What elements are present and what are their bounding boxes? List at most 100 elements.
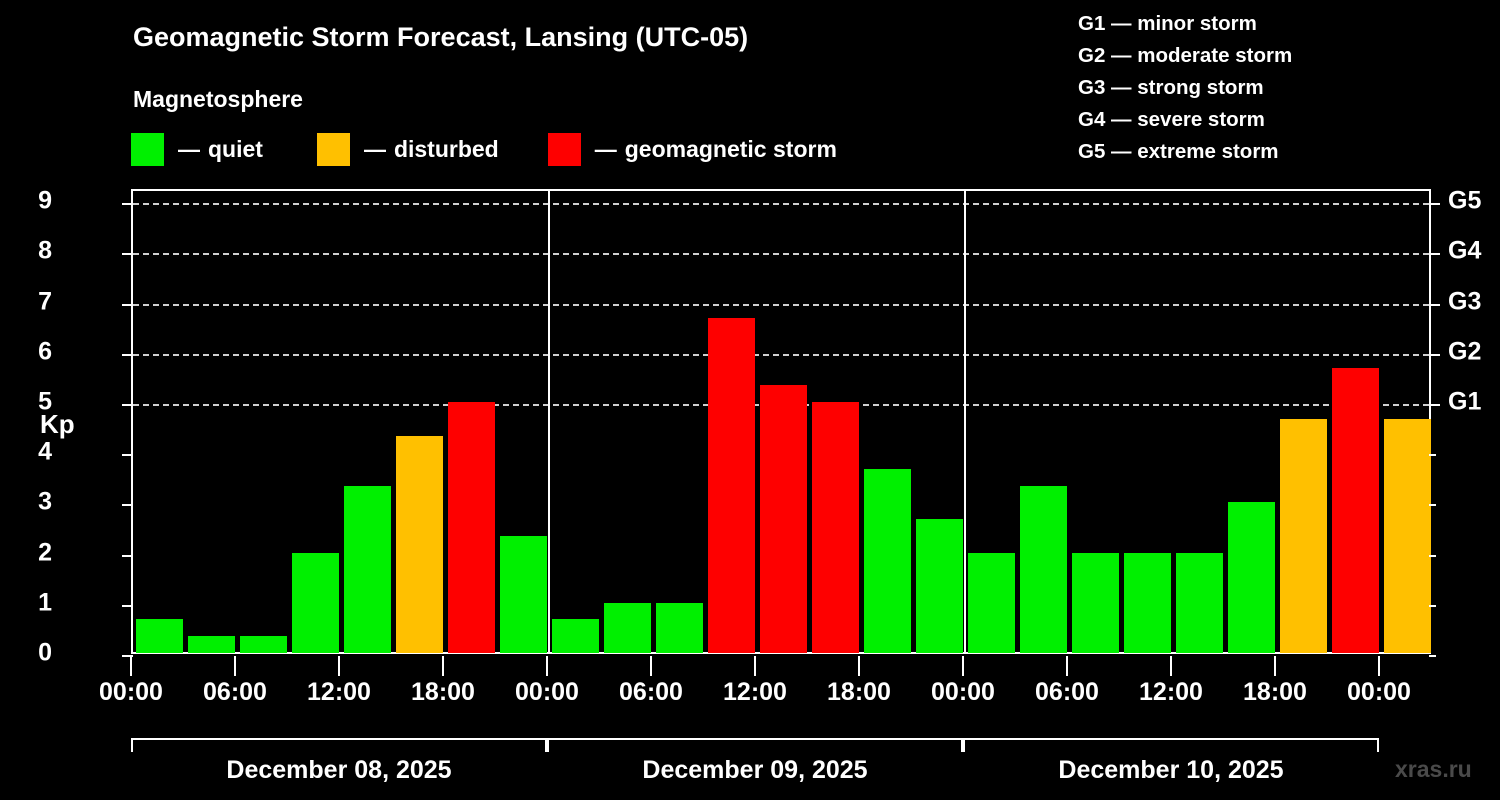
x-label: 12:00 <box>1139 678 1203 706</box>
bar <box>707 318 755 653</box>
x-label: 06:00 <box>203 678 267 706</box>
bar <box>811 402 859 653</box>
y-label-8: 8 <box>38 236 52 265</box>
x-label: 12:00 <box>723 678 787 706</box>
x-label: 00:00 <box>99 678 163 706</box>
y-tick-2 <box>122 554 133 557</box>
y-tick-9 <box>122 203 133 206</box>
g-scale-line-g4: G4 — severe storm <box>1078 107 1265 131</box>
bar <box>1071 552 1119 653</box>
y-tick-1 <box>122 604 133 607</box>
x-tick <box>1170 656 1172 676</box>
x-tick <box>1274 656 1276 676</box>
x-tick <box>130 656 132 676</box>
legend-label-storm: geomagnetic storm <box>624 136 837 162</box>
x-label: 06:00 <box>1035 678 1099 706</box>
y-tick-8 <box>122 253 133 256</box>
g-minor-tick-2 <box>1429 554 1436 557</box>
y-tick-3 <box>122 504 133 507</box>
x-tick <box>442 656 444 676</box>
day-bracket-3 <box>963 738 1379 752</box>
legend-label-disturbed: disturbed <box>393 136 499 162</box>
g-tick-G5 <box>1429 203 1440 206</box>
y-tick-0 <box>122 655 133 657</box>
day-bracket-1 <box>131 738 547 752</box>
legend-dash-storm: — <box>594 136 617 162</box>
g-label-G2: G2 <box>1448 337 1482 366</box>
x-axis: 00:00 06:00 12:00 18:00 00:00 06:00 12:00 18:00… <box>99 656 1431 716</box>
y-tick-5 <box>122 404 133 406</box>
y-tick-7 <box>122 303 133 306</box>
y-label-7: 7 <box>38 287 52 316</box>
x-tick <box>1378 656 1380 676</box>
g-label-G5: G5 <box>1448 186 1482 215</box>
g-scale-line-g5: G5 — extreme storm <box>1078 139 1279 163</box>
x-label: 06:00 <box>619 678 683 706</box>
bar-series <box>133 191 1431 653</box>
bar <box>1019 485 1067 653</box>
x-label: 00:00 <box>931 678 995 706</box>
bar <box>655 602 703 653</box>
bar <box>1331 368 1379 653</box>
chart-plot-area <box>122 189 1440 657</box>
x-tick <box>650 656 652 676</box>
bar <box>551 619 599 653</box>
x-tick <box>754 656 756 676</box>
y-label-6: 6 <box>38 337 52 366</box>
bar <box>1227 502 1275 653</box>
g-minor-tick-4 <box>1429 454 1436 457</box>
g-tick-G4 <box>1429 253 1440 256</box>
day-bracket-2 <box>547 738 963 752</box>
x-label: 12:00 <box>307 678 371 706</box>
g-tick-G2 <box>1429 353 1440 356</box>
g-minor-tick-0 <box>1429 655 1436 657</box>
page-title: Geomagnetic Storm Forecast, Lansing (UTC… <box>133 22 749 52</box>
y-tick-6 <box>122 353 133 356</box>
g-scale-line-g2: G2 — moderate storm <box>1078 43 1293 67</box>
x-tick <box>546 656 548 676</box>
y-label-2: 2 <box>38 538 52 567</box>
bar <box>1383 418 1431 653</box>
x-tick <box>858 656 860 676</box>
g-label-G4: G4 <box>1448 236 1482 265</box>
bar <box>759 385 807 653</box>
g-label-G1: G1 <box>1448 387 1482 416</box>
y-label-5: 5 <box>38 387 52 416</box>
day-label-1: December 08, 2025 <box>226 756 452 784</box>
x-tick <box>1066 656 1068 676</box>
g-minor-tick-1 <box>1429 604 1436 607</box>
x-tick <box>234 656 236 676</box>
bar <box>603 602 651 653</box>
g-scale-line-g1: G1 — minor storm <box>1078 12 1257 35</box>
watermark: xras.ru <box>1395 756 1472 782</box>
bar <box>1279 418 1327 653</box>
bar <box>1175 552 1223 653</box>
x-label: 18:00 <box>1243 678 1307 706</box>
g-tick-G1 <box>1429 404 1440 406</box>
g-minor-tick-3 <box>1429 504 1436 507</box>
legend-item-disturbed: — disturbed <box>316 133 499 166</box>
x-label: 18:00 <box>411 678 475 706</box>
legend-label-quiet: quiet <box>208 136 263 162</box>
legend-swatch-disturbed-icon <box>316 133 350 166</box>
g-label-G3: G3 <box>1448 287 1482 316</box>
bar <box>863 468 911 653</box>
bar <box>343 485 391 653</box>
gridline-kp-8 <box>133 253 1429 256</box>
bar <box>135 619 183 653</box>
x-label: 18:00 <box>827 678 891 706</box>
bar <box>447 402 495 653</box>
bar <box>499 536 547 653</box>
g-tick-G3 <box>1429 303 1440 306</box>
legend-item-storm: — geomagnetic storm <box>547 133 837 166</box>
day-brackets: December 08, 2025 December 09, 2025 Decemb… <box>131 738 1431 794</box>
x-tick <box>338 656 340 676</box>
day-separator-1 <box>548 191 550 652</box>
y-label-0: 0 <box>38 638 52 667</box>
bar <box>1123 552 1171 653</box>
x-label: 00:00 <box>1347 678 1411 706</box>
day-separator-2 <box>964 191 966 652</box>
legend-item-quiet: — quiet <box>131 133 263 166</box>
g-scale-legend: G1 — minor storm G2 — moderate storm G3 … <box>1078 8 1292 168</box>
y-axis-title: Kp <box>40 409 75 439</box>
